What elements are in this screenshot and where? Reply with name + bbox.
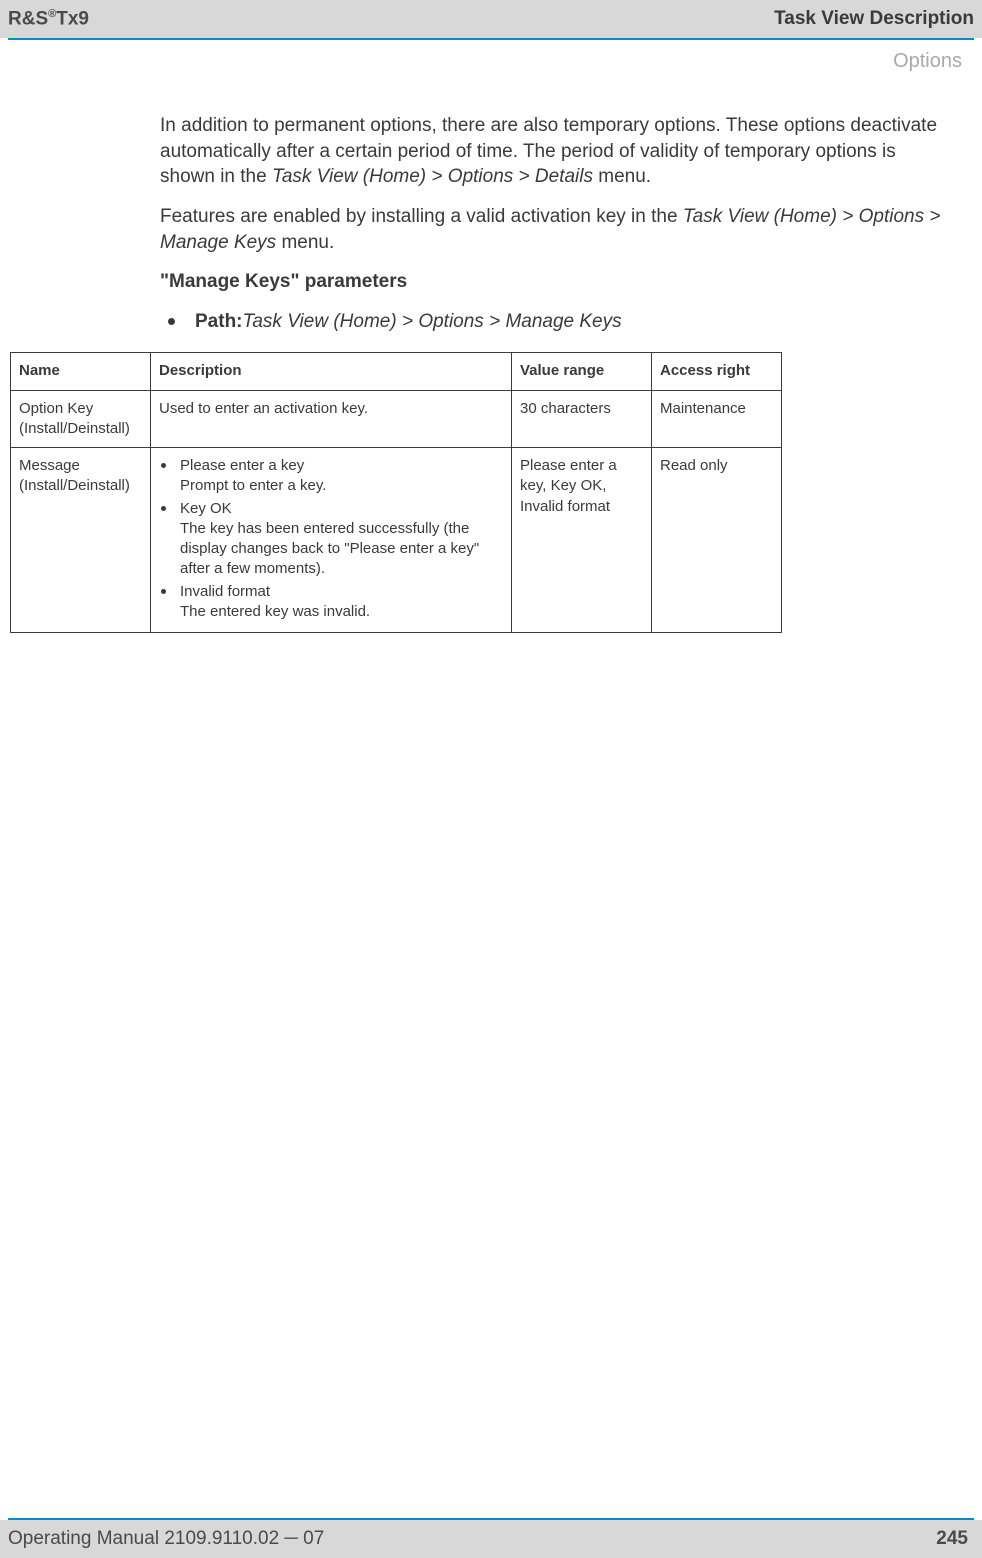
list-item-body: Please enter a key Prompt to enter a key… bbox=[180, 456, 503, 497]
list-item: Please enter a key Prompt to enter a key… bbox=[159, 456, 503, 497]
path-value: Task View (Home) > Options > Manage Keys bbox=[243, 311, 622, 332]
path-label: Path: bbox=[195, 311, 243, 332]
list-item-sub: The key has been entered successfully (t… bbox=[180, 519, 503, 580]
bullet-icon bbox=[168, 318, 175, 325]
table-header-row: Name Description Value range Access righ… bbox=[11, 353, 782, 390]
para1-text-b: menu. bbox=[593, 166, 651, 187]
body-content: In addition to permanent options, there … bbox=[0, 73, 982, 1518]
list-item-body: Key OK The key has been entered successf… bbox=[180, 499, 503, 580]
section-heading: "Manage Keys" parameters bbox=[160, 269, 952, 295]
product-id: R&S®Tx9 bbox=[8, 8, 89, 30]
list-item-title: Please enter a key bbox=[180, 457, 304, 474]
list-item-sub: Prompt to enter a key. bbox=[180, 476, 503, 496]
path-text: Path:Task View (Home) > Options > Manage… bbox=[195, 309, 622, 335]
page-number: 245 bbox=[936, 1528, 968, 1550]
table-row: Option Key (Install/Deinstall) Used to e… bbox=[11, 390, 782, 448]
bullet-icon bbox=[161, 463, 166, 468]
page-footer: Operating Manual 2109.9110.02 ─ 07 245 bbox=[0, 1520, 982, 1558]
cell-access-right: Read only bbox=[652, 448, 782, 633]
cell-access-right: Maintenance bbox=[652, 390, 782, 448]
product-prefix: R&S bbox=[8, 8, 48, 29]
product-suffix: Tx9 bbox=[56, 8, 89, 29]
bullet-icon bbox=[161, 589, 166, 594]
cell-name: Message (Install/Deinstall) bbox=[11, 448, 151, 633]
footer-manual-a: Operating Manual 2109.9110.02 bbox=[8, 1528, 284, 1549]
cell-description: Used to enter an activation key. bbox=[151, 390, 512, 448]
list-item-title: Key OK bbox=[180, 500, 232, 517]
cell-value-range: Please enter a key, Key OK, Invalid form… bbox=[512, 448, 652, 633]
col-header-value-range: Value range bbox=[512, 353, 652, 390]
cell-name: Option Key (Install/Deinstall) bbox=[11, 390, 151, 448]
col-header-description: Description bbox=[151, 353, 512, 390]
table-row: Message (Install/Deinstall) Please enter… bbox=[11, 448, 782, 633]
list-item: Invalid format The entered key was inval… bbox=[159, 582, 503, 623]
description-list: Please enter a key Prompt to enter a key… bbox=[159, 456, 503, 622]
chapter-title: Task View Description bbox=[774, 8, 974, 30]
list-item-sub: The entered key was invalid. bbox=[180, 602, 503, 622]
footer-dash: ─ bbox=[284, 1528, 297, 1549]
cell-value-range: 30 characters bbox=[512, 390, 652, 448]
paragraph-1: In addition to permanent options, there … bbox=[160, 113, 952, 190]
col-header-access-right: Access right bbox=[652, 353, 782, 390]
col-header-name: Name bbox=[11, 353, 151, 390]
para2-text-a: Features are enabled by installing a val… bbox=[160, 206, 683, 227]
list-item: Key OK The key has been entered successf… bbox=[159, 499, 503, 580]
para2-text-b: menu. bbox=[276, 232, 334, 253]
paragraph-2: Features are enabled by installing a val… bbox=[160, 204, 952, 255]
document-page: R&S®Tx9 Task View Description Options In… bbox=[0, 0, 982, 1558]
page-header: R&S®Tx9 Task View Description bbox=[0, 0, 982, 38]
list-item-title: Invalid format bbox=[180, 583, 270, 600]
list-item-body: Invalid format The entered key was inval… bbox=[180, 582, 503, 623]
section-subheader: Options bbox=[0, 40, 982, 73]
bullet-icon bbox=[161, 506, 166, 511]
parameters-table: Name Description Value range Access righ… bbox=[10, 352, 782, 633]
cell-description: Please enter a key Prompt to enter a key… bbox=[151, 448, 512, 633]
path-row: Path:Task View (Home) > Options > Manage… bbox=[160, 309, 952, 335]
footer-manual-b: 07 bbox=[298, 1528, 324, 1549]
footer-left: Operating Manual 2109.9110.02 ─ 07 bbox=[8, 1528, 324, 1550]
para1-path: Task View (Home) > Options > Details bbox=[272, 166, 593, 187]
